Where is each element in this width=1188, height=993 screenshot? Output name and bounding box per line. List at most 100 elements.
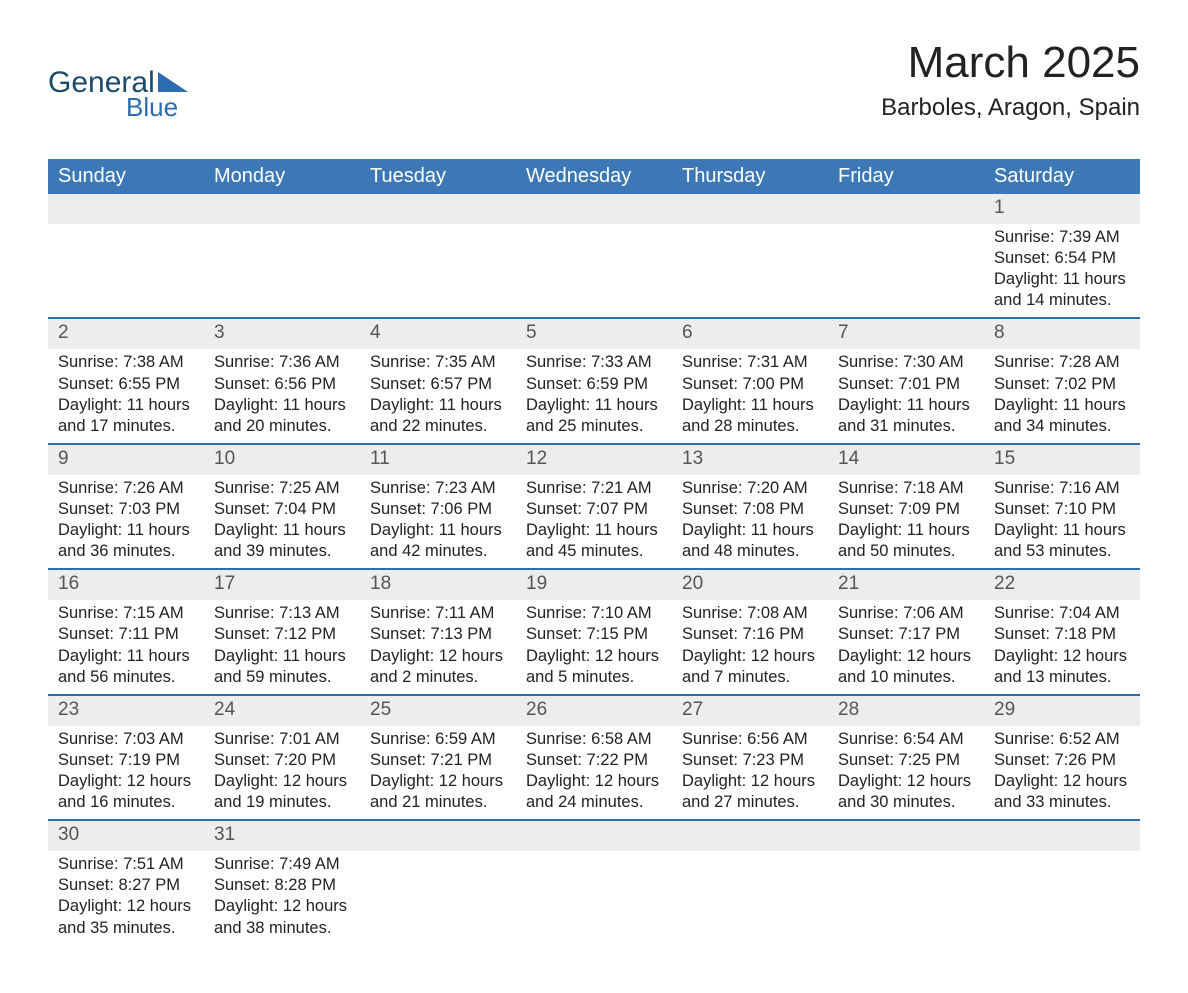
day-detail-cell: Sunrise: 7:10 AMSunset: 7:15 PMDaylight:…: [516, 600, 672, 694]
day-number-cell: [984, 820, 1140, 851]
detail-row: Sunrise: 7:03 AMSunset: 7:19 PMDaylight:…: [48, 726, 1140, 820]
daylight2-text: and 25 minutes.: [526, 416, 662, 437]
day-number-cell: 15: [984, 444, 1140, 475]
daylight1-text: Daylight: 12 hours: [994, 646, 1130, 667]
day-detail-cell: Sunrise: 7:36 AMSunset: 6:56 PMDaylight:…: [204, 349, 360, 443]
day-detail-cell: Sunrise: 7:51 AMSunset: 8:27 PMDaylight:…: [48, 851, 204, 944]
day-detail-cell: Sunrise: 7:31 AMSunset: 7:00 PMDaylight:…: [672, 349, 828, 443]
sunset-text: Sunset: 7:01 PM: [838, 374, 974, 395]
day-number-cell: 27: [672, 695, 828, 726]
page: General Blue March 2025 Barboles, Aragon…: [0, 0, 1188, 993]
daynum-row: 1: [48, 194, 1140, 224]
daylight1-text: Daylight: 11 hours: [58, 395, 194, 416]
sunset-text: Sunset: 7:13 PM: [370, 624, 506, 645]
sunset-text: Sunset: 7:06 PM: [370, 499, 506, 520]
sunset-text: Sunset: 7:23 PM: [682, 750, 818, 771]
day-number-cell: [672, 820, 828, 851]
weekday-header: Wednesday: [516, 159, 672, 194]
daylight1-text: Daylight: 11 hours: [994, 520, 1130, 541]
sunrise-text: Sunrise: 7:21 AM: [526, 478, 662, 499]
weekday-header: Thursday: [672, 159, 828, 194]
daylight1-text: Daylight: 12 hours: [838, 646, 974, 667]
daylight1-text: Daylight: 11 hours: [58, 646, 194, 667]
sunrise-text: Sunrise: 7:38 AM: [58, 352, 194, 373]
day-detail-cell: [204, 224, 360, 318]
sunrise-text: Sunrise: 7:36 AM: [214, 352, 350, 373]
sunrise-text: Sunrise: 7:16 AM: [994, 478, 1130, 499]
day-number-cell: 9: [48, 444, 204, 475]
day-number-cell: 3: [204, 318, 360, 349]
sunrise-text: Sunrise: 6:54 AM: [838, 729, 974, 750]
weekday-header: Friday: [828, 159, 984, 194]
daylight2-text: and 28 minutes.: [682, 416, 818, 437]
day-detail-cell: Sunrise: 7:39 AMSunset: 6:54 PMDaylight:…: [984, 224, 1140, 318]
day-detail-cell: [360, 224, 516, 318]
day-detail-cell: Sunrise: 7:25 AMSunset: 7:04 PMDaylight:…: [204, 475, 360, 569]
day-detail-cell: Sunrise: 7:08 AMSunset: 7:16 PMDaylight:…: [672, 600, 828, 694]
sunrise-text: Sunrise: 7:10 AM: [526, 603, 662, 624]
day-number-cell: [828, 820, 984, 851]
sunset-text: Sunset: 8:27 PM: [58, 875, 194, 896]
day-detail-cell: [984, 851, 1140, 944]
day-detail-cell: Sunrise: 7:35 AMSunset: 6:57 PMDaylight:…: [360, 349, 516, 443]
daylight1-text: Daylight: 12 hours: [370, 771, 506, 792]
day-number-cell: 20: [672, 569, 828, 600]
day-detail-cell: Sunrise: 7:04 AMSunset: 7:18 PMDaylight:…: [984, 600, 1140, 694]
daylight2-text: and 33 minutes.: [994, 792, 1130, 813]
day-number-cell: 6: [672, 318, 828, 349]
daylight2-text: and 34 minutes.: [994, 416, 1130, 437]
day-number-cell: [204, 194, 360, 224]
day-number-cell: 10: [204, 444, 360, 475]
sunrise-text: Sunrise: 7:15 AM: [58, 603, 194, 624]
sunset-text: Sunset: 7:11 PM: [58, 624, 194, 645]
daylight2-text: and 30 minutes.: [838, 792, 974, 813]
day-number-cell: 13: [672, 444, 828, 475]
sunrise-text: Sunrise: 6:59 AM: [370, 729, 506, 750]
sunset-text: Sunset: 7:18 PM: [994, 624, 1130, 645]
daylight2-text: and 45 minutes.: [526, 541, 662, 562]
day-number-cell: [516, 820, 672, 851]
sunset-text: Sunset: 7:20 PM: [214, 750, 350, 771]
detail-row: Sunrise: 7:26 AMSunset: 7:03 PM Daylight:…: [48, 475, 1140, 569]
daylight1-text: Daylight: 11 hours: [214, 395, 350, 416]
daylight1-text: Daylight: 11 hours: [214, 520, 350, 541]
day-number-cell: 24: [204, 695, 360, 726]
day-number-cell: [516, 194, 672, 224]
location: Barboles, Aragon, Spain: [881, 94, 1140, 122]
day-detail-cell: Sunrise: 6:56 AMSunset: 7:23 PMDaylight:…: [672, 726, 828, 820]
day-detail-cell: Sunrise: 6:58 AMSunset: 7:22 PMDaylight:…: [516, 726, 672, 820]
sunset-text: Sunset: 7:15 PM: [526, 624, 662, 645]
daylight2-text: and 50 minutes.: [838, 541, 974, 562]
day-detail-cell: Sunrise: 7:06 AMSunset: 7:17 PMDaylight:…: [828, 600, 984, 694]
day-detail-cell: Sunrise: 7:16 AMSunset: 7:10 PMDaylight:…: [984, 475, 1140, 569]
sunrise-text: Sunrise: 7:13 AM: [214, 603, 350, 624]
day-number-cell: [360, 194, 516, 224]
sunrise-text: Sunrise: 7:33 AM: [526, 352, 662, 373]
daylight2-text: and 14 minutes.: [994, 290, 1130, 311]
day-detail-cell: Sunrise: 7:11 AMSunset: 7:13 PMDaylight:…: [360, 600, 516, 694]
day-detail-cell: Sunrise: 7:03 AMSunset: 7:19 PMDaylight:…: [48, 726, 204, 820]
daynum-row: 23242526272829: [48, 695, 1140, 726]
sunset-text: Sunset: 7:02 PM: [994, 374, 1130, 395]
day-number-cell: 18: [360, 569, 516, 600]
daylight1-text: Daylight: 12 hours: [994, 771, 1130, 792]
daylight2-text: and 27 minutes.: [682, 792, 818, 813]
sunset-text: Sunset: 7:25 PM: [838, 750, 974, 771]
sunrise-text: Sunrise: 7:26 AM: [58, 478, 194, 499]
sunset-text: Sunset: 6:59 PM: [526, 374, 662, 395]
day-number-cell: [672, 194, 828, 224]
daylight2-text: and 39 minutes.: [214, 541, 350, 562]
daylight1-text: Daylight: 11 hours: [526, 520, 662, 541]
sunset-text: Sunset: 7:22 PM: [526, 750, 662, 771]
daylight2-text: and 59 minutes.: [214, 667, 350, 688]
sunset-text: Sunset: 6:57 PM: [370, 374, 506, 395]
sunset-text: Sunset: 7:03 PM: [58, 499, 194, 520]
detail-row: Sunrise: 7:15 AMSunset: 7:11 PMDaylight:…: [48, 600, 1140, 694]
day-detail-cell: Sunrise: 7:15 AMSunset: 7:11 PMDaylight:…: [48, 600, 204, 694]
sunset-text: Sunset: 7:00 PM: [682, 374, 818, 395]
sunrise-text: Sunrise: 7:08 AM: [682, 603, 818, 624]
day-detail-cell: [828, 851, 984, 944]
sunrise-text: Sunrise: 7:35 AM: [370, 352, 506, 373]
logo-triangle-icon: [158, 72, 188, 92]
daylight1-text: Daylight: 12 hours: [214, 896, 350, 917]
